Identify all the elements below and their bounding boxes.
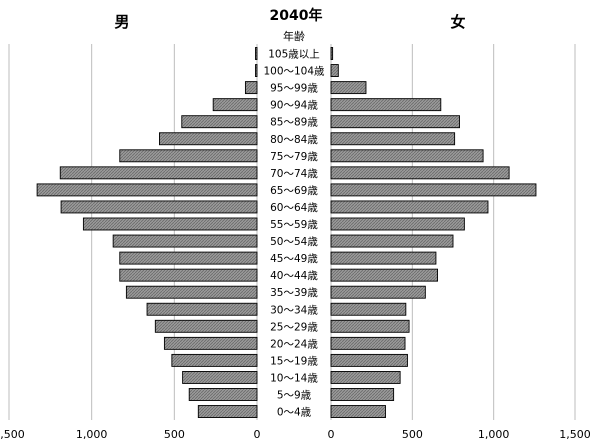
bar-female (330, 200, 489, 214)
bar-male (163, 336, 258, 350)
bar-male (146, 302, 258, 316)
age-category-label: 85〜89歳 (270, 117, 318, 129)
bar-male (59, 166, 258, 180)
bar-female (330, 64, 339, 78)
bar-male (82, 217, 258, 231)
bar-male (60, 200, 258, 214)
x-tick-label-male: 0 (254, 428, 261, 441)
bar-female (330, 302, 407, 316)
bar-male (197, 405, 258, 418)
bar-male (188, 388, 258, 401)
bar-female (330, 115, 460, 129)
bar-female (330, 268, 438, 282)
bar-female (330, 285, 426, 299)
age-category-label: 55〜59歳 (270, 219, 318, 231)
bar-male (212, 98, 258, 112)
bar-male (255, 47, 258, 60)
age-category-label: 30〜34歳 (270, 304, 318, 316)
bar-female (330, 353, 408, 367)
x-tick-label-female: 0 (328, 428, 335, 441)
bar-male (119, 149, 258, 163)
bar-male (181, 115, 258, 129)
bar-male (154, 319, 258, 333)
age-category-label: 50〜54歳 (270, 236, 318, 248)
bar-female (330, 98, 442, 112)
age-category-label: 5〜9歳 (277, 390, 312, 402)
bar-female (330, 217, 465, 231)
bar-female (330, 132, 456, 146)
bar-male (119, 268, 258, 282)
x-tick-label-female: 500 (402, 428, 423, 441)
age-category-label: 95〜99歳 (270, 83, 318, 95)
age-category-label: 15〜19歳 (270, 355, 318, 367)
bar-female (330, 371, 401, 384)
age-category-label: 20〜24歳 (270, 338, 318, 350)
bar-female (330, 234, 454, 248)
age-category-label: 45〜49歳 (270, 253, 318, 265)
age-category-label: 70〜74歳 (270, 168, 318, 180)
bar-female (330, 405, 386, 418)
bar-male (112, 234, 258, 248)
age-category-label: 100〜104歳 (263, 66, 325, 78)
bar-female (330, 149, 484, 163)
bar-male (36, 183, 258, 197)
age-category-label: 0〜4歳 (277, 407, 312, 419)
x-tick-label-male: 500 (164, 428, 185, 441)
age-category-label: 105歳以上 (268, 49, 320, 61)
bar-female (330, 251, 437, 265)
age-category-label: 80〜84歳 (270, 134, 318, 146)
age-category-label: 65〜69歳 (270, 185, 318, 197)
x-tick-label-male: 1,000 (76, 428, 108, 441)
bar-male (244, 81, 258, 95)
bar-male (255, 64, 258, 78)
age-category-label: 35〜39歳 (270, 287, 318, 299)
labels: 1,500 1,000 500 0 0 500 1,000 1,500 105歳以上 100〜10… (0, 49, 591, 442)
age-category-label: 75〜79歳 (270, 151, 318, 163)
bars (36, 47, 537, 418)
bar-female (330, 336, 406, 350)
chart-title: 2040年 (270, 7, 323, 24)
age-category-label: 90〜94歳 (270, 100, 318, 112)
bar-female (330, 166, 510, 180)
age-category-label: 60〜64歳 (270, 202, 318, 214)
female-side-label: 女 (450, 13, 465, 31)
bar-female (330, 81, 367, 95)
male-side-label: 男 (114, 13, 129, 31)
bar-female (330, 183, 537, 197)
age-category-label: 10〜14歳 (270, 372, 318, 384)
age-category-label: 40〜44歳 (270, 270, 318, 282)
bar-female (330, 319, 410, 333)
bar-male (125, 285, 258, 299)
x-tick-label-male: 1,500 (0, 428, 25, 441)
x-tick-label-female: 1,500 (559, 428, 591, 441)
bar-male (171, 353, 258, 367)
bar-female (330, 388, 395, 401)
age-category-label: 25〜29歳 (270, 321, 318, 333)
bar-male (182, 371, 258, 384)
bar-female (330, 47, 334, 60)
bar-male (159, 132, 258, 146)
x-tick-label-female: 1,000 (478, 428, 510, 441)
category-header: 年齢 (283, 29, 305, 43)
bar-male (119, 251, 258, 265)
